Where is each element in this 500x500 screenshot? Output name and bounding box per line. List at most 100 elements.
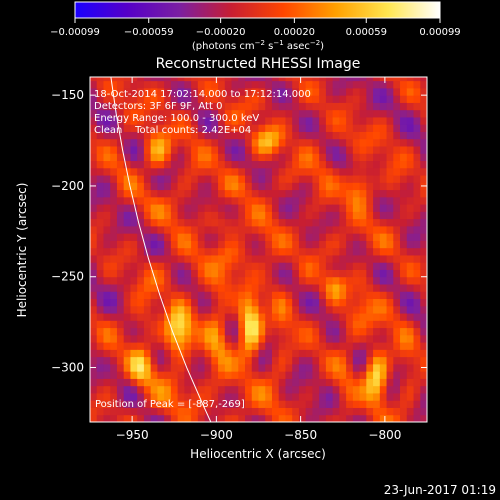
heatmap-pixel (278, 291, 286, 300)
y-tick-label: −250 (51, 270, 84, 284)
heatmap-pixel (150, 363, 158, 372)
heatmap-pixel (400, 167, 408, 176)
heatmap-pixel (218, 182, 226, 191)
heatmap-pixel (245, 80, 253, 89)
heatmap-pixel (211, 167, 219, 176)
heatmap-pixel (90, 175, 98, 183)
heatmap-pixel (184, 320, 192, 329)
heatmap-pixel (251, 87, 259, 96)
heatmap-pixel (352, 204, 361, 212)
heatmap-pixel (164, 233, 172, 241)
heatmap-pixel (271, 407, 280, 416)
heatmap-pixel (130, 175, 138, 183)
heatmap-pixel (177, 124, 185, 132)
heatmap-pixel (245, 240, 253, 249)
heatmap-pixel (170, 363, 179, 372)
heatmap-pixel (379, 407, 388, 416)
heatmap-pixel (292, 414, 300, 422)
heatmap-pixel (265, 146, 273, 154)
heatmap-pixel (393, 160, 401, 169)
heatmap-pixel (386, 363, 394, 372)
heatmap-pixel (143, 284, 152, 292)
heatmap-pixel (312, 233, 320, 241)
heatmap-pixel (339, 240, 347, 249)
heatmap-pixel (285, 407, 293, 416)
heatmap-pixel (400, 327, 408, 336)
heatmap-pixel (319, 334, 327, 343)
heatmap-pixel (339, 305, 347, 314)
heatmap-pixel (238, 218, 246, 227)
heatmap-pixel (298, 342, 307, 350)
heatmap-pixel (393, 211, 401, 220)
heatmap-pixel (352, 102, 361, 111)
heatmap-pixel (325, 407, 334, 416)
heatmap-pixel (420, 320, 427, 329)
heatmap-pixel (110, 313, 118, 321)
heatmap-pixel (285, 240, 293, 249)
heatmap-pixel (292, 262, 300, 270)
heatmap-pixel (278, 153, 286, 162)
heatmap-pixel (366, 182, 374, 191)
heatmap-pixel (393, 298, 401, 307)
heatmap-pixel (110, 146, 118, 154)
heatmap-pixel (332, 77, 340, 82)
heatmap-pixel (184, 87, 192, 96)
heatmap-pixel (278, 109, 286, 118)
heatmap-pixel (406, 233, 415, 241)
heatmap-pixel (103, 247, 111, 256)
heatmap-pixel (359, 363, 367, 372)
heatmap-pixel (339, 218, 347, 227)
heatmap-pixel (110, 378, 118, 387)
heatmap-pixel (352, 124, 361, 132)
heatmap-pixel (224, 77, 233, 82)
heatmap-pixel (420, 276, 427, 285)
heatmap-pixel (96, 189, 104, 198)
heatmap-pixel (406, 284, 415, 292)
heatmap-pixel (191, 276, 199, 285)
heatmap-pixel (413, 109, 421, 118)
heatmap-pixel (157, 146, 165, 154)
heatmap-pixel (224, 400, 233, 408)
heatmap-pixel (278, 363, 286, 372)
heatmap-pixel (292, 247, 300, 256)
heatmap-pixel (191, 240, 199, 249)
heatmap-pixel (386, 298, 394, 307)
heatmap-pixel (177, 102, 185, 111)
heatmap-pixel (164, 363, 172, 372)
heatmap-pixel (258, 196, 266, 205)
heatmap-pixel (231, 284, 239, 292)
heatmap-pixel (238, 320, 246, 329)
heatmap-pixel (339, 356, 347, 365)
heatmap-pixel (312, 124, 320, 132)
heatmap-pixel (184, 414, 192, 422)
heatmap-pixel (312, 407, 320, 416)
heatmap-pixel (271, 146, 280, 154)
heatmap-pixel (231, 276, 239, 285)
heatmap-pixel (245, 276, 253, 285)
heatmap-pixel (420, 167, 427, 176)
heatmap-pixel (150, 167, 158, 176)
heatmap-pixel (413, 291, 421, 300)
heatmap-pixel (298, 349, 307, 358)
heatmap-pixel (218, 175, 226, 183)
heatmap-pixel (366, 77, 374, 82)
heatmap-pixel (366, 298, 374, 307)
heatmap-pixel (157, 414, 165, 422)
heatmap-pixel (258, 225, 266, 234)
heatmap-pixel (278, 378, 286, 387)
heatmap-pixel (406, 95, 415, 103)
heatmap-pixel (218, 371, 226, 379)
heatmap-pixel (339, 189, 347, 198)
heatmap-pixel (218, 356, 226, 365)
heatmap-pixel (400, 400, 408, 408)
heatmap-pixel (366, 334, 374, 343)
heatmap-pixel (292, 95, 300, 103)
heatmap-pixel (352, 313, 361, 321)
heatmap-pixel (177, 371, 185, 379)
heatmap-pixel (184, 371, 192, 379)
heatmap-pixel (137, 204, 145, 212)
heatmap-pixel (258, 298, 266, 307)
heatmap-pixel (218, 334, 226, 343)
heatmap-pixel (298, 153, 307, 162)
heatmap-pixel (420, 334, 427, 343)
